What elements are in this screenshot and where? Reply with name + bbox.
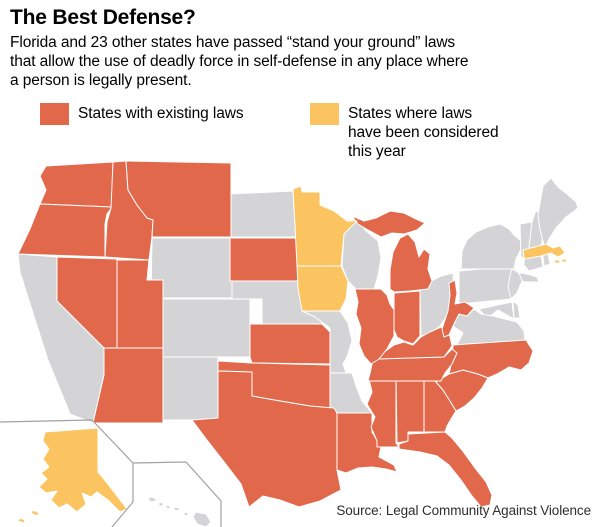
state-arizona (92, 347, 164, 424)
state-new-mexico (162, 356, 219, 421)
state-illinois (354, 288, 395, 365)
state-north-carolina (448, 339, 534, 379)
legend-considered-laws: States where laws have been considered t… (310, 103, 510, 161)
state-maine (537, 177, 579, 250)
state-washington (39, 161, 114, 208)
state-indiana (393, 290, 421, 345)
legend-label-existing: States with existing laws (78, 105, 244, 122)
subtitle-line: a person is legally present. (10, 72, 192, 89)
source-credit: Source: Legal Community Against Violence (336, 503, 591, 518)
state-alaska (17, 427, 128, 524)
state-delaware (512, 300, 521, 319)
alaska-hawaii-inset-border (0, 419, 222, 527)
state-oregon (17, 203, 113, 258)
legend-label-considered: States where laws have been considered t… (348, 104, 499, 161)
state-arkansas (329, 372, 373, 414)
state-virginia (452, 308, 526, 346)
state-new-jersey (507, 268, 523, 300)
state-alabama (395, 374, 425, 444)
state-kansas (249, 323, 331, 365)
state-massachusetts (522, 243, 568, 264)
state-south-dakota (229, 237, 303, 282)
legend-swatch-considered (310, 103, 339, 125)
state-colorado (162, 298, 251, 358)
state-louisiana (336, 412, 398, 474)
subtitle-line: Florida and 23 other states have passed … (10, 34, 456, 51)
legend-label-line: this year (348, 143, 406, 160)
subtitle: Florida and 23 other states have passed … (10, 33, 468, 90)
state-hawaii (147, 496, 212, 527)
state-texas (191, 370, 342, 508)
state-north-dakota (229, 190, 297, 238)
legend-swatch-existing (40, 103, 69, 125)
state-mississippi (366, 376, 400, 448)
state-kentucky (370, 326, 453, 365)
state-michigan (351, 210, 433, 293)
page-title: The Best Defense? (10, 6, 196, 29)
subtitle-line: that allow the use of deadly force in se… (10, 53, 469, 70)
legend-label-line: have been considered (348, 124, 499, 141)
legend-label-line: States where laws (348, 105, 473, 122)
state-florida (398, 431, 493, 508)
state-montana (125, 160, 232, 238)
state-west-virginia (441, 279, 475, 338)
state-missouri (301, 310, 353, 374)
state-wisconsin (341, 217, 382, 290)
us-choropleth-map (0, 160, 579, 527)
legend-existing-laws: States with existing laws (40, 103, 280, 125)
state-iowa (296, 265, 349, 312)
state-tennessee (367, 348, 458, 382)
